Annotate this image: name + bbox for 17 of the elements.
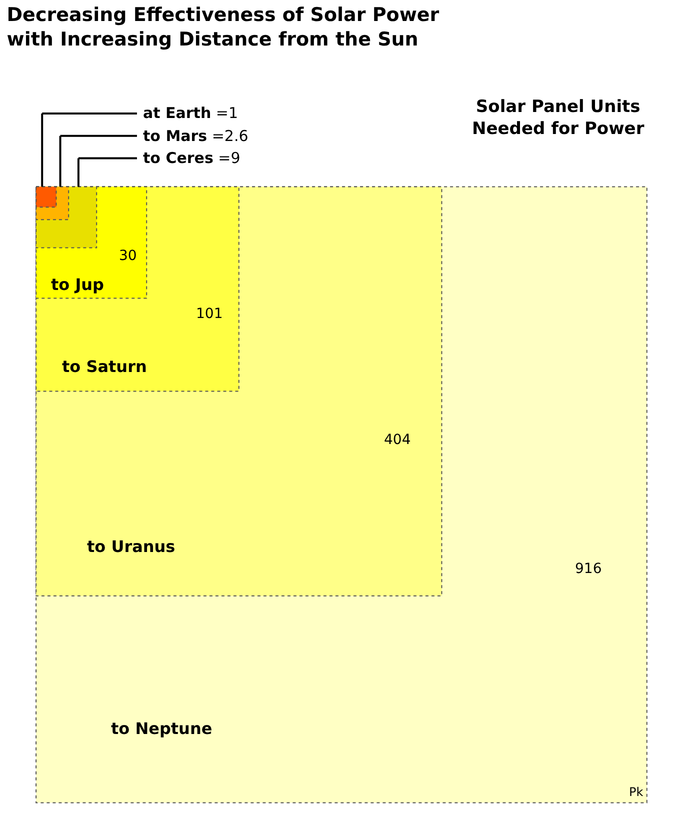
category-label: to Ceres <box>143 149 214 167</box>
data-label: 404 <box>384 432 411 448</box>
text: Solar Panel Units Needed for Power <box>472 97 645 140</box>
text: Pk <box>629 785 644 799</box>
data-label: 30 <box>119 248 137 264</box>
category-label: to Mars <box>143 127 208 145</box>
category-label: to Neptune <box>111 719 212 738</box>
data-label: =2.6 <box>212 127 248 145</box>
data-label: 101 <box>196 306 223 322</box>
category-label: to Saturn <box>62 357 147 376</box>
category-label: at Earth <box>143 104 212 122</box>
data-label: 916 <box>575 561 602 577</box>
category-label: to Jup <box>51 275 104 294</box>
data-label: =9 <box>218 149 240 167</box>
text: Decreasing Effectiveness of Solar Power with Increasing Distance from the Sun <box>6 4 440 51</box>
data-label: =1 <box>216 104 238 122</box>
category-label: to Uranus <box>87 537 176 556</box>
